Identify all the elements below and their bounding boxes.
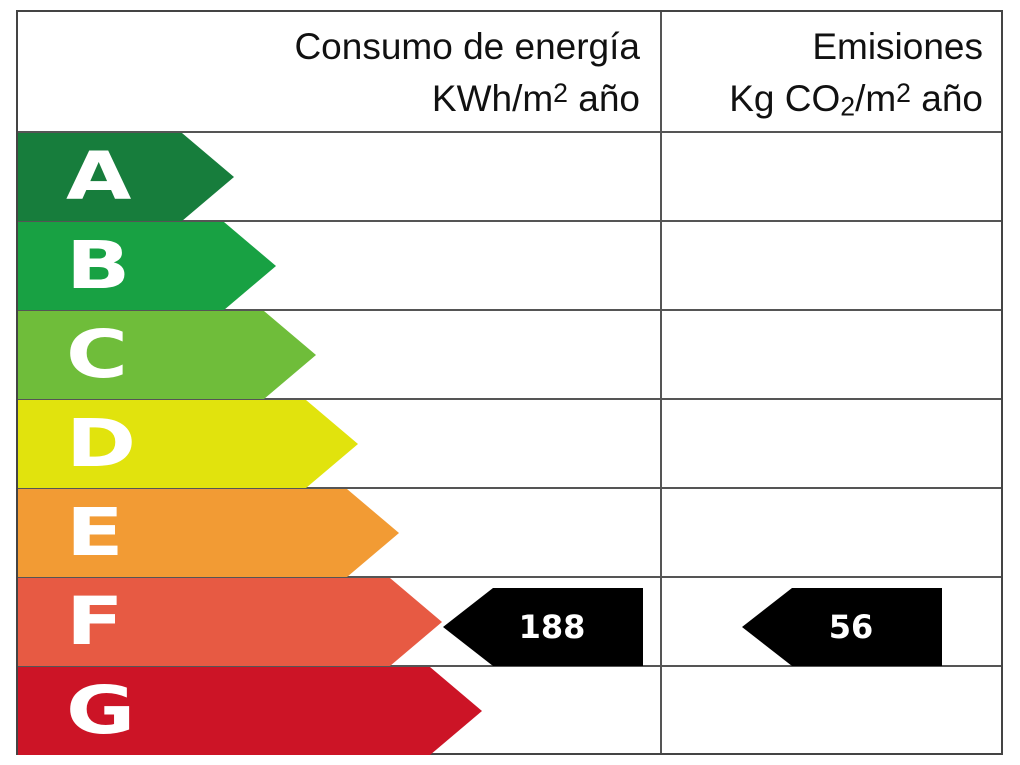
energy-unit-superscript: 2 — [553, 78, 568, 108]
rating-letter-e: E — [66, 494, 124, 571]
emissions-marker: 56 — [742, 588, 942, 666]
rating-arrow-c: C — [18, 311, 316, 399]
energy-consumption-header: Consumo de energía KWh/m2 año — [18, 24, 640, 122]
rating-letter-g: G — [66, 672, 136, 749]
rating-arrow-d: D — [18, 400, 358, 488]
rating-letter-c: C — [66, 316, 128, 393]
emissions-unit-suffix: año — [910, 78, 983, 120]
rating-arrow-g: G — [18, 667, 482, 755]
energy-unit-prefix: KWh/m — [431, 78, 554, 120]
energy-unit-suffix: año — [567, 78, 640, 120]
emissions-unit-middle: /m — [855, 78, 897, 120]
energy-rating-label: Consumo de energía KWh/m2 año Emisiones … — [16, 10, 1003, 755]
rating-letter-f: F — [66, 583, 124, 660]
rating-letter-d: D — [66, 405, 137, 482]
energy-consumption-value: 188 — [518, 608, 586, 646]
rating-row-c: C — [18, 311, 1001, 400]
column-divider — [660, 12, 662, 753]
emissions-header: Emisiones Kg CO2/m2 año — [662, 24, 983, 129]
emissions-unit-subscript: 2 — [840, 91, 856, 122]
rating-row-d: D — [18, 400, 1001, 489]
rating-row-g: G — [18, 667, 1001, 756]
emissions-value: 56 — [828, 608, 874, 646]
emissions-title: Emisiones — [812, 26, 983, 67]
rating-arrow-e: E — [18, 489, 399, 577]
rating-row-f: F 188 56 — [18, 578, 1001, 667]
energy-consumption-title: Consumo de energía — [294, 26, 640, 67]
rating-row-e: E — [18, 489, 1001, 578]
rating-row-b: B — [18, 222, 1001, 311]
energy-consumption-unit: KWh/m2 año — [18, 70, 640, 122]
rating-row-a: A — [18, 133, 1001, 222]
emissions-unit-superscript: 2 — [896, 78, 911, 108]
rating-arrow-b: B — [18, 222, 276, 310]
emissions-unit-prefix: Kg CO — [729, 78, 841, 120]
rating-arrow-f: F — [18, 578, 442, 666]
emissions-unit: Kg CO2/m2 año — [662, 70, 983, 129]
header-row: Consumo de energía KWh/m2 año Emisiones … — [18, 12, 1001, 133]
rating-letter-b: B — [66, 227, 131, 304]
rating-arrow-a: A — [18, 133, 234, 221]
rating-letter-a: A — [66, 138, 132, 215]
energy-consumption-marker: 188 — [443, 588, 643, 666]
